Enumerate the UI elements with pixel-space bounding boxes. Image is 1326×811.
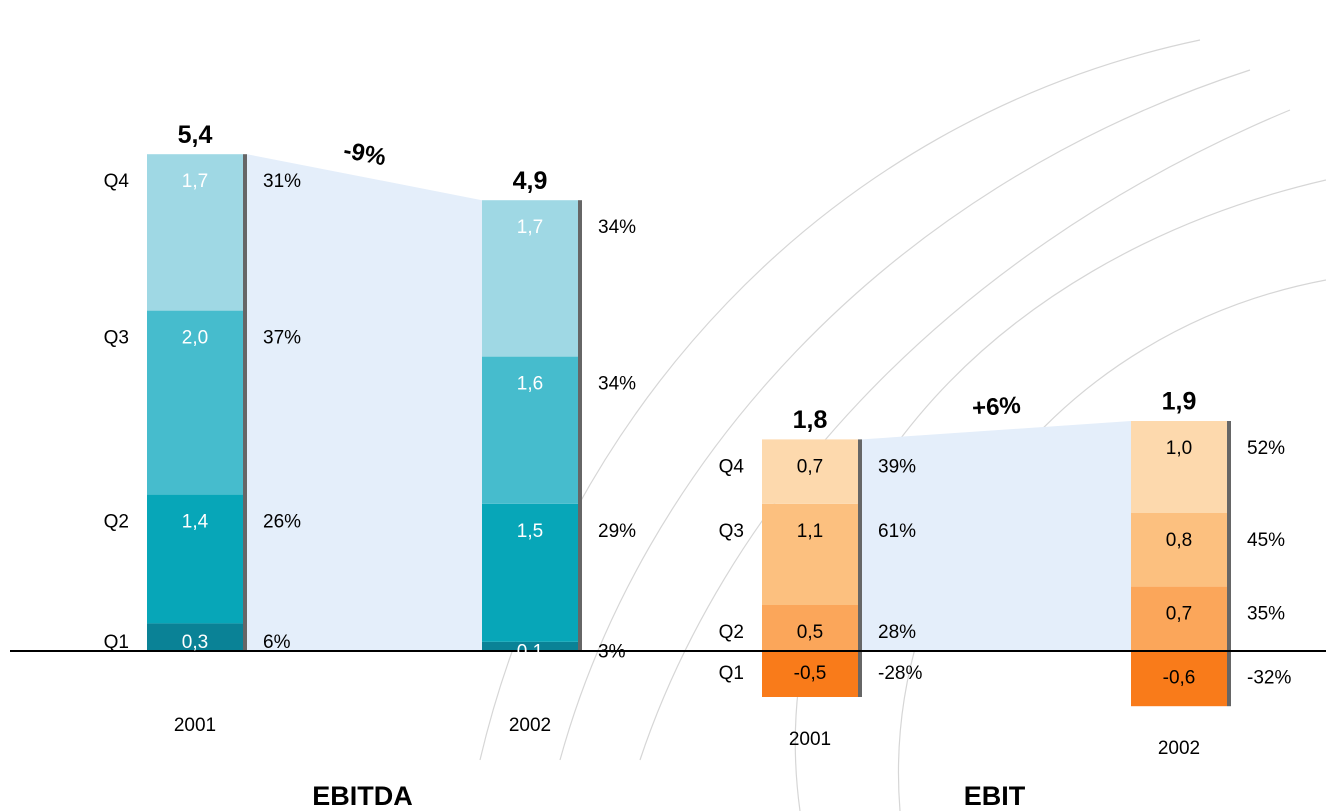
legend-label: Q2 [719, 622, 744, 643]
legend-label: Q1 [104, 632, 129, 653]
total-label: 1,9 [1162, 388, 1197, 416]
segment-label: -0,6 [1163, 668, 1196, 689]
bar-segment [762, 503, 858, 605]
bar-shadow [578, 200, 582, 651]
segment-label: 2,0 [182, 328, 208, 349]
segment-label: 0,5 [797, 622, 823, 643]
legend-label: Q4 [719, 456, 745, 477]
x-tick-label: 2002 [509, 715, 551, 736]
share-label: 34% [598, 374, 636, 395]
share-label: 61% [878, 521, 916, 542]
bars [147, 154, 1231, 707]
share-label: 45% [1247, 530, 1285, 551]
legend-label: Q4 [104, 171, 130, 192]
share-label: 39% [878, 456, 916, 477]
bar-segment [762, 651, 858, 697]
share-label: -32% [1247, 668, 1291, 689]
chart-title: EBITDA [312, 781, 413, 811]
bar-segment [1131, 586, 1227, 651]
segment-label: 1,6 [517, 374, 543, 395]
x-tick-label: 2001 [174, 715, 216, 736]
share-label: 52% [1247, 438, 1285, 459]
bar-segment [482, 200, 578, 357]
bar-segment [1131, 421, 1227, 513]
bar-segment [482, 356, 578, 504]
segment-label: -0,5 [794, 663, 827, 684]
x-tick-label: 2002 [1158, 738, 1200, 759]
total-label: 4,9 [513, 167, 548, 195]
x-tick-label: 2001 [789, 729, 831, 750]
legend-label: Q2 [104, 512, 129, 533]
share-label: 31% [263, 171, 301, 192]
change-label: +6% [971, 392, 1021, 422]
connectors [247, 154, 1131, 651]
segment-label: 1,0 [1166, 438, 1192, 459]
bar-segment [482, 641, 578, 651]
share-label: 35% [1247, 604, 1285, 625]
segment-label: 1,7 [182, 171, 208, 192]
bar-segment [482, 503, 578, 642]
legend-label: Q3 [104, 328, 129, 349]
share-label: 37% [263, 328, 301, 349]
bar-segment [762, 605, 858, 651]
labels: -9% 0,3 6% Q1 1,4 26% Q2 2,0 37% Q3 1,7 31% Q4 5,4 200… [104, 121, 1292, 811]
bar-shadow [858, 439, 862, 697]
total-label: 5,4 [178, 121, 213, 149]
share-label: 3% [598, 641, 626, 662]
share-label: 6% [263, 632, 291, 653]
legend-label: Q3 [719, 521, 744, 542]
connector [862, 421, 1131, 651]
segment-label: 0,8 [1166, 530, 1192, 551]
share-label: 34% [598, 217, 636, 238]
change-label: -9% [341, 137, 388, 172]
bar-segment [147, 494, 243, 624]
segment-label: 0,7 [1166, 604, 1192, 625]
segment-label: 1,5 [517, 521, 543, 542]
chart-title: EBIT [964, 781, 1026, 811]
segment-label: 0,1 [517, 641, 543, 662]
share-label: -28% [878, 663, 922, 684]
swoosh-line [559, 69, 1251, 761]
bar-shadow [243, 154, 247, 651]
connector [247, 154, 482, 651]
swoosh-line [639, 109, 1291, 761]
legend-label: Q1 [719, 663, 744, 684]
bar-segment [762, 439, 858, 504]
bar-shadow [1227, 421, 1231, 707]
segment-label: 1,7 [517, 217, 543, 238]
bar-segment [147, 623, 243, 651]
segment-label: 0,3 [182, 632, 208, 653]
bar-segment [1131, 651, 1227, 707]
share-label: 28% [878, 622, 916, 643]
segment-label: 1,4 [182, 512, 209, 533]
segment-label: 1,1 [797, 521, 823, 542]
bar-segment [1131, 513, 1227, 587]
bar-segment [147, 310, 243, 495]
share-label: 29% [598, 521, 636, 542]
share-label: 26% [263, 512, 301, 533]
bar-segment [147, 154, 243, 311]
segment-label: 0,7 [797, 456, 823, 477]
total-label: 1,8 [793, 406, 828, 434]
